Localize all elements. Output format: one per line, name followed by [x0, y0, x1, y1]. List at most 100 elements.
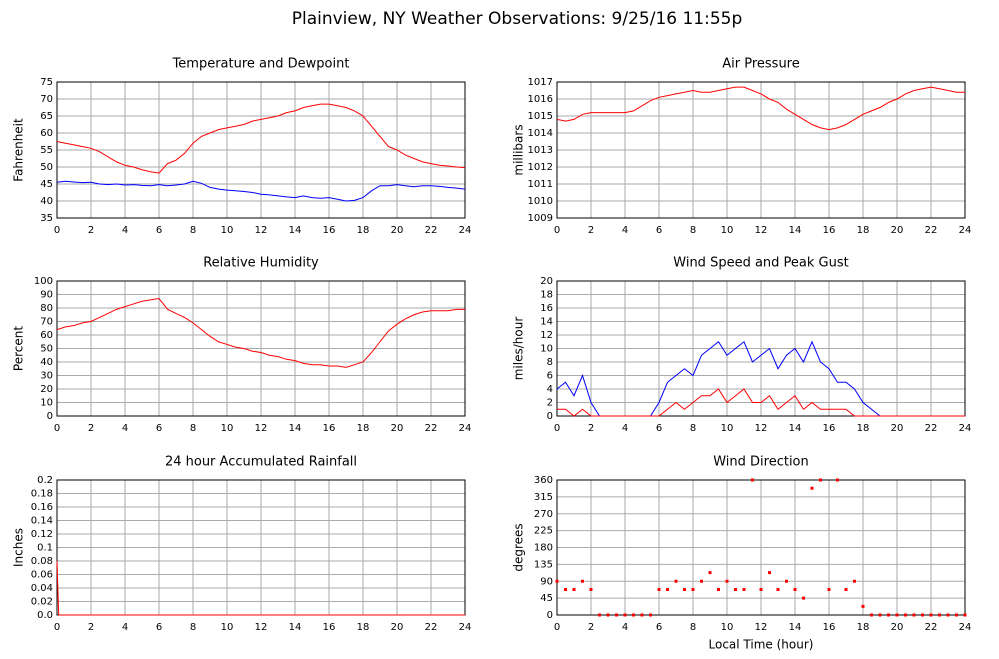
x-tick-label: 20	[891, 622, 904, 633]
x-tick-label: 16	[323, 225, 336, 236]
x-tick-label: 20	[391, 622, 404, 633]
y-tick-label: 0.12	[31, 529, 53, 540]
x-tick-label: 0	[54, 622, 60, 633]
point	[623, 613, 627, 617]
x-tick-label: 20	[891, 225, 904, 236]
chart-title: Relative Humidity	[203, 256, 319, 271]
point	[878, 613, 882, 617]
x-tick-label: 24	[959, 225, 972, 236]
x-tick-label: 8	[690, 225, 696, 236]
x-tick-label: 6	[656, 622, 662, 633]
point	[581, 579, 584, 583]
y-tick-label: 45	[40, 179, 53, 190]
point	[632, 613, 635, 617]
y-tick-label: 30	[40, 371, 53, 382]
point	[734, 588, 737, 591]
point	[555, 579, 559, 583]
y-tick-label: 135	[534, 559, 553, 570]
y-axis-label: Inches	[12, 528, 26, 567]
x-tick-label: 20	[891, 423, 904, 434]
point	[946, 613, 950, 617]
point	[810, 486, 814, 490]
x-tick-label: 24	[959, 423, 972, 434]
y-axis-label: millibars	[512, 124, 526, 175]
x-tick-label: 16	[823, 423, 836, 434]
point	[725, 579, 729, 583]
x-tick-label: 12	[755, 622, 768, 633]
x-tick-label: 2	[588, 423, 594, 434]
series-line	[56, 298, 465, 368]
plot-frame	[556, 81, 966, 219]
y-tick-label: 18	[540, 290, 553, 301]
x-tick-label: 6	[156, 622, 162, 633]
x-tick-label: 0	[554, 225, 560, 236]
point	[802, 596, 805, 600]
point	[674, 579, 678, 583]
x-tick-label: 4	[122, 225, 128, 236]
y-tick-label: 8	[547, 357, 553, 368]
point	[844, 588, 848, 591]
x-tick-label: 16	[823, 225, 836, 236]
x-tick-label: 4	[122, 423, 128, 434]
x-tick-label: 6	[156, 423, 162, 434]
x-tick-label: 8	[690, 622, 696, 633]
y-tick-label: 0.1	[37, 543, 53, 554]
plot-frame	[56, 280, 466, 417]
x-tick-label: 2	[88, 622, 94, 633]
x-tick-label: 12	[755, 225, 768, 236]
y-tick-label: 40	[40, 196, 53, 207]
point	[853, 579, 856, 583]
y-tick-label: 225	[534, 526, 553, 537]
point	[615, 613, 618, 617]
y-tick-label: 1016	[528, 94, 553, 105]
x-tick-label: 14	[289, 225, 302, 236]
y-tick-label: 4	[547, 384, 553, 395]
y-tick-label: 0.0	[37, 610, 53, 621]
x-tick-label: 24	[459, 423, 472, 434]
y-tick-label: 16	[540, 303, 553, 314]
x-tick-label: 24	[959, 622, 972, 633]
x-tick-label: 20	[391, 225, 404, 236]
x-tick-label: 22	[925, 423, 938, 434]
series-line	[56, 103, 466, 174]
y-tick-label: 14	[540, 317, 553, 328]
y-tick-label: 0.06	[31, 570, 53, 581]
point	[759, 588, 763, 591]
y-tick-label: 0	[47, 411, 53, 422]
point	[776, 588, 780, 591]
x-tick-label: 18	[857, 423, 870, 434]
y-tick-label: 6	[547, 371, 553, 382]
y-tick-label: 0.08	[31, 556, 53, 567]
y-tick-label: 10	[40, 398, 53, 409]
y-tick-label: 180	[534, 543, 553, 554]
point	[657, 588, 661, 591]
x-tick-label: 16	[323, 423, 336, 434]
y-tick-label: 20	[40, 384, 53, 395]
y-tick-label: 60	[40, 128, 53, 139]
x-tick-label: 16	[823, 622, 836, 633]
point	[870, 613, 873, 617]
x-tick-label: 10	[721, 622, 734, 633]
y-tick-label: 0.04	[31, 583, 53, 594]
point	[598, 613, 601, 617]
x-tick-label: 0	[54, 423, 60, 434]
point	[572, 588, 576, 591]
y-tick-label: 70	[40, 317, 53, 328]
y-tick-label: 1015	[528, 111, 553, 122]
page-title: Plainview, NY Weather Observations: 9/25…	[292, 9, 743, 29]
y-tick-label: 1014	[528, 128, 553, 139]
point	[921, 613, 924, 617]
x-tick-label: 2	[588, 225, 594, 236]
x-tick-label: 14	[289, 423, 302, 434]
x-tick-label: 18	[857, 622, 870, 633]
y-tick-label: 0.16	[31, 502, 53, 513]
y-tick-label: 0	[547, 610, 553, 621]
x-tick-label: 12	[255, 225, 268, 236]
y-tick-label: 0.2	[37, 475, 53, 486]
y-tick-label: 0	[547, 411, 553, 422]
y-tick-label: 35	[40, 213, 53, 224]
x-tick-label: 14	[289, 622, 302, 633]
point	[640, 613, 644, 617]
x-tick-label: 10	[721, 225, 734, 236]
